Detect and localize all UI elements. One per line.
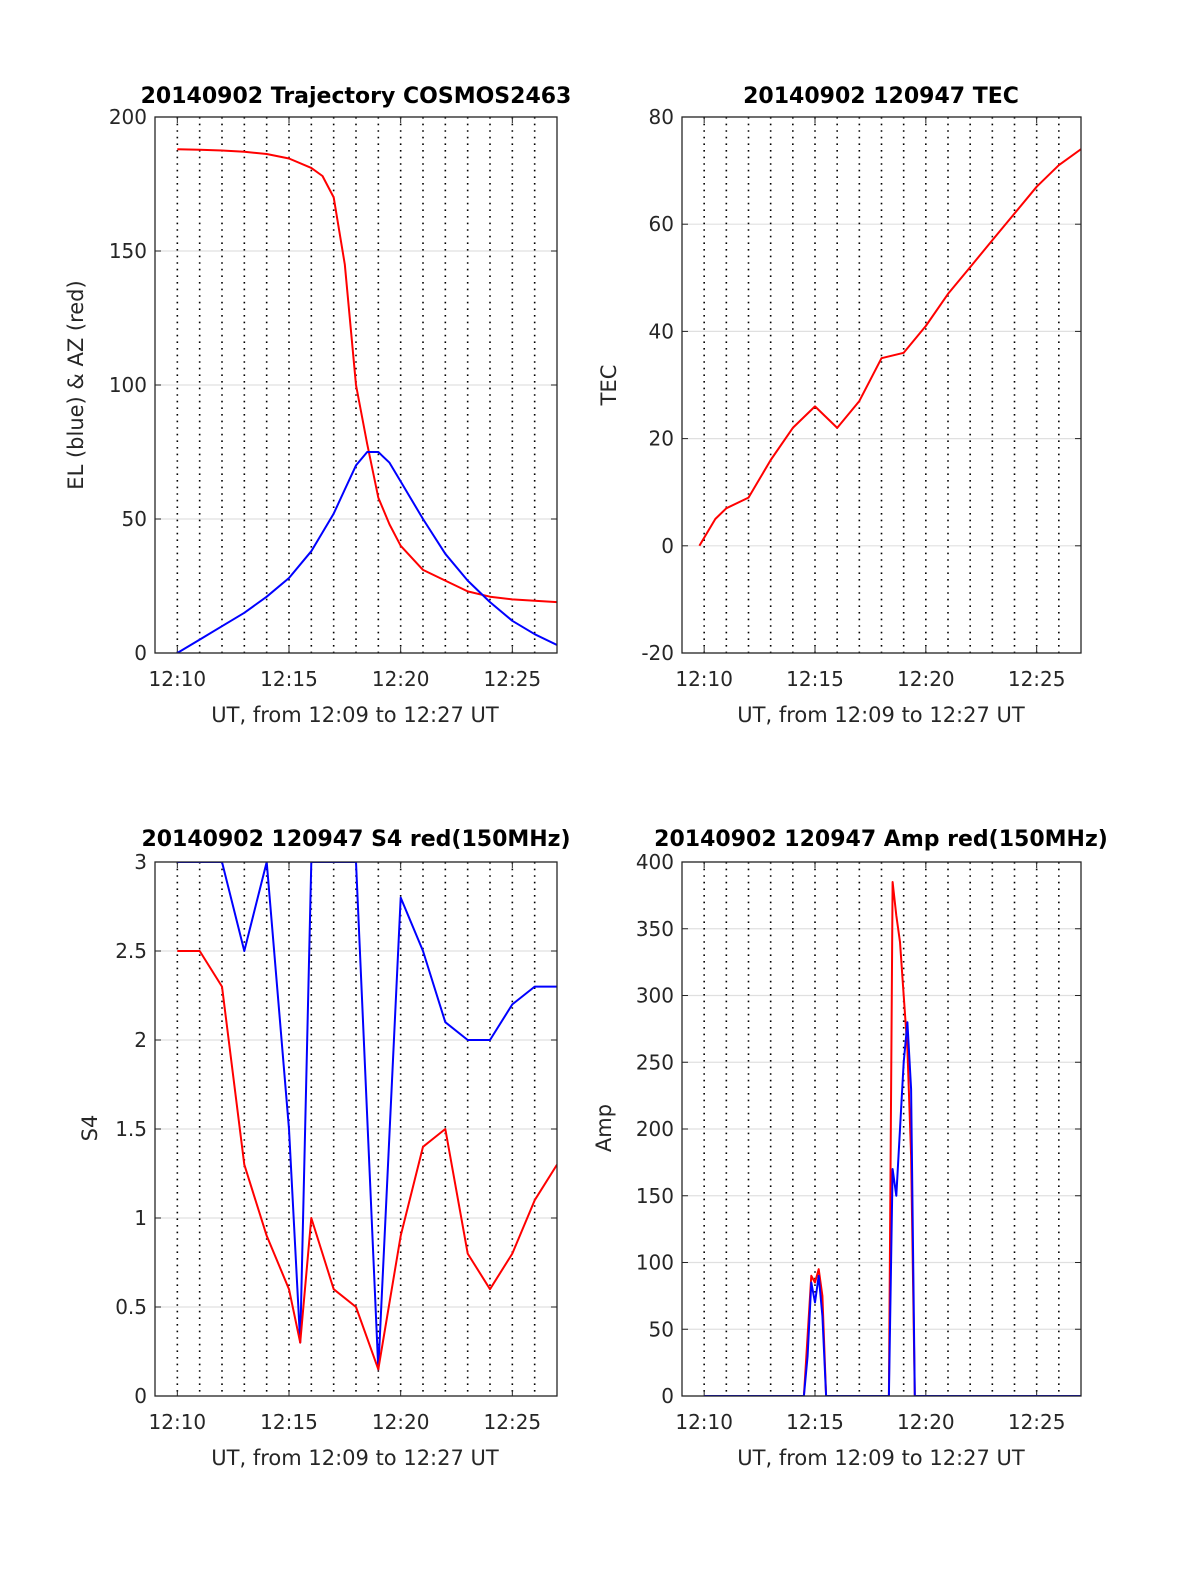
y-tick-label: 80 <box>649 105 674 129</box>
x-tick-label: 12:20 <box>372 667 430 691</box>
x-tick-label: 12:25 <box>1008 1410 1066 1434</box>
y-tick-label: 1.5 <box>115 1117 147 1141</box>
y-tick-label: 0 <box>134 641 147 665</box>
x-tick-label: 12:20 <box>372 1410 430 1434</box>
series-line-1 <box>176 451 557 653</box>
y-tick-label: 200 <box>636 1117 674 1141</box>
trajectory-xlabel: UT, from 12:09 to 12:27 UT <box>211 703 499 727</box>
series-group <box>704 881 1081 1396</box>
axes-box <box>681 116 1082 654</box>
y-tick-label: 300 <box>636 984 674 1008</box>
y-tick-label: 0 <box>134 1384 147 1408</box>
x-tick-label: 12:10 <box>675 667 733 691</box>
trajectory-plot-area: 0 50 100 150 200 12:10 12:15 12:20 12:25 <box>109 105 558 691</box>
s4-xlabel: UT, from 12:09 to 12:27 UT <box>211 1446 499 1470</box>
x-tick-label: 12:10 <box>149 1410 207 1434</box>
tec-panel: 20140902 120947 TEC TEC UT, from 12:09 t… <box>597 84 1082 727</box>
series-group <box>176 148 557 653</box>
s4-panel: 20140902 120947 S4 red(150MHz) S4 UT, fr… <box>78 827 571 1470</box>
amp-panel: 20140902 120947 Amp red(150MHz) Amp UT, … <box>592 827 1108 1470</box>
x-tick-label: 12:15 <box>260 667 318 691</box>
tec-ylabel: TEC <box>597 365 621 407</box>
x-tick-label: 12:20 <box>897 1410 955 1434</box>
y-tick-label: 1 <box>134 1206 147 1230</box>
y-tick-label: 3 <box>134 850 147 874</box>
y-tick-label: 0 <box>661 1384 674 1408</box>
amp-ylabel: Amp <box>592 1104 616 1152</box>
trajectory-panel: 20140902 Trajectory COSMOS2463 EL (blue)… <box>64 84 571 727</box>
series-line-0 <box>704 881 1081 1396</box>
trajectory-ylabel: EL (blue) & AZ (red) <box>64 280 88 489</box>
x-tick-label: 12:10 <box>149 667 207 691</box>
amp-xlabel: UT, from 12:09 to 12:27 UT <box>737 1446 1025 1470</box>
x-tick-label: 12:25 <box>484 667 542 691</box>
y-tick-label: 50 <box>122 507 147 531</box>
s4-title: 20140902 120947 S4 red(150MHz) <box>141 827 570 852</box>
y-tick-label: 400 <box>636 850 674 874</box>
axes-box <box>154 116 558 654</box>
y-tick-label: 0.5 <box>115 1295 147 1319</box>
y-tick-label: 0 <box>661 534 674 558</box>
tec-xlabel: UT, from 12:09 to 12:27 UT <box>737 703 1025 727</box>
x-tick-label: 12:25 <box>1008 667 1066 691</box>
x-tick-label: 12:15 <box>786 667 844 691</box>
y-tick-label: 60 <box>649 212 674 236</box>
axes-box <box>154 861 558 1397</box>
s4-plot-area: 0 0.5 1 1.5 2 2.5 3 12:10 12:15 12:20 12:25 <box>115 850 558 1434</box>
series-line-0 <box>698 148 1081 547</box>
series-line-0 <box>177 148 557 604</box>
y-tick-label: 20 <box>649 427 674 451</box>
y-tick-label: 100 <box>636 1251 674 1275</box>
amp-plot-area: 0 50 100 150 200 250 300 350 400 12:10 12:15 12:20 1… <box>636 850 1082 1434</box>
x-tick-label: 12:10 <box>675 1410 733 1434</box>
axes-box <box>681 861 1082 1397</box>
series-line-1 <box>177 950 557 1371</box>
y-tick-label: 350 <box>636 917 674 941</box>
s4-ylabel: S4 <box>78 1115 102 1142</box>
y-tick-label: 2 <box>134 1028 147 1052</box>
y-tick-label: 150 <box>636 1184 674 1208</box>
y-tick-label: 100 <box>109 373 147 397</box>
series-line-0 <box>177 862 557 1371</box>
y-tick-label: 200 <box>109 105 147 129</box>
trajectory-title: 20140902 Trajectory COSMOS2463 <box>141 84 572 109</box>
x-tick-label: 12:25 <box>484 1410 542 1434</box>
x-tick-label: 12:15 <box>786 1410 844 1434</box>
series-line-1 <box>704 1021 1081 1396</box>
y-tick-label: 50 <box>649 1317 674 1341</box>
y-tick-label: 2.5 <box>115 939 147 963</box>
x-tick-label: 12:15 <box>260 1410 318 1434</box>
tec-plot-area: -20 0 20 40 60 80 12:10 12:15 12:20 12:25 <box>641 105 1082 691</box>
amp-title: 20140902 120947 Amp red(150MHz) <box>654 827 1108 852</box>
x-tick-label: 12:20 <box>897 667 955 691</box>
series-group <box>177 862 557 1371</box>
tec-title: 20140902 120947 TEC <box>743 84 1019 109</box>
y-tick-label: -20 <box>641 641 674 665</box>
y-tick-label: 40 <box>649 319 674 343</box>
series-group <box>698 148 1081 547</box>
y-tick-label: 150 <box>109 239 147 263</box>
y-tick-label: 250 <box>636 1050 674 1074</box>
